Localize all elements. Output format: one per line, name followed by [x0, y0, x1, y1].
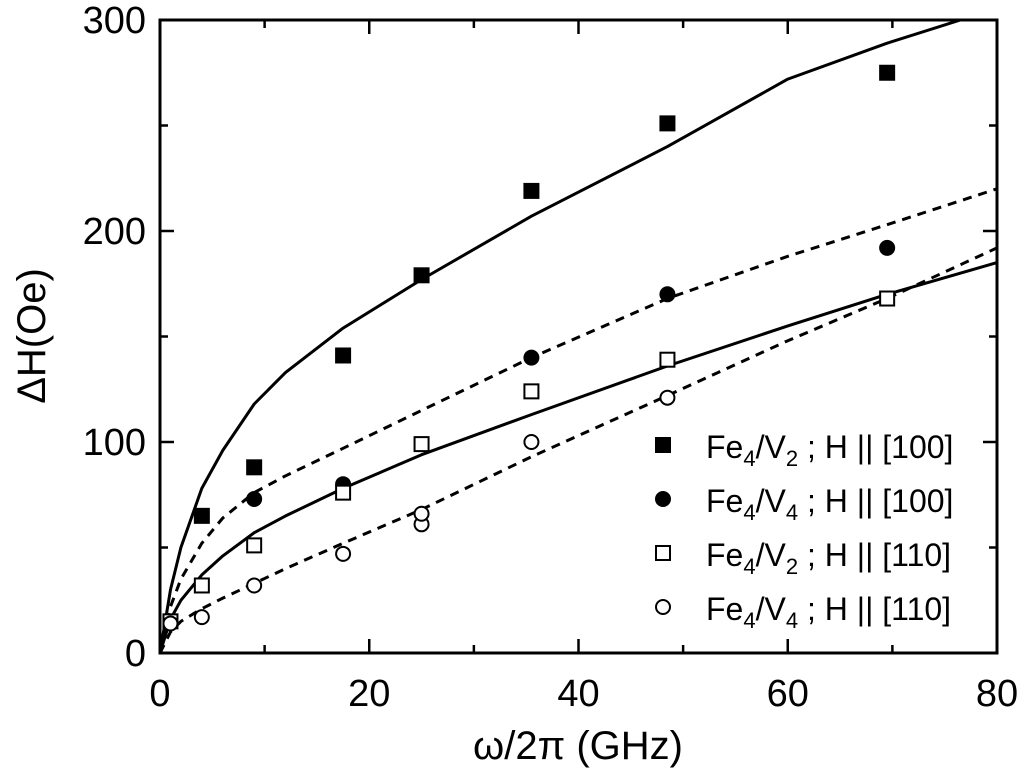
legend-text-part: ; H || [100] — [798, 429, 953, 465]
legend-text-part: Fe — [706, 429, 743, 465]
data-point-series-2 — [523, 349, 540, 366]
legend-label-1: Fe4/V2 ; H || [100] — [706, 429, 953, 471]
legend-marker-2 — [655, 491, 671, 507]
data-point-series-1 — [335, 347, 352, 364]
fit-line-series-1 — [160, 20, 961, 653]
legend-subscript: 2 — [786, 446, 798, 471]
legend-text-part: ; H || [110] — [798, 537, 951, 573]
data-point-series-1 — [879, 64, 896, 81]
legend-subscript: 4 — [743, 554, 755, 579]
legend-subscript: 4 — [743, 500, 755, 525]
fit-lines — [160, 20, 997, 653]
legend-marker-4 — [655, 599, 671, 615]
fit-line-series-2 — [160, 187, 997, 653]
fit-line-series-3 — [160, 261, 997, 653]
data-point-series-4 — [193, 609, 210, 626]
data-point-series-4 — [162, 615, 179, 632]
legend-subscript: 4 — [786, 608, 798, 633]
data-markers — [162, 64, 896, 632]
legend-text-part: Fe — [706, 537, 743, 573]
legend-label-4: Fe4/V4 ; H || [110] — [706, 591, 951, 633]
legend-marker-3 — [655, 545, 671, 561]
x-tick-label: 80 — [976, 673, 1018, 715]
data-point-series-1 — [413, 267, 430, 284]
data-point-series-2 — [879, 239, 896, 256]
data-point-series-4 — [246, 577, 263, 594]
legend: Fe4/V2 ; H || [100]Fe4/V4 ; H || [100]Fe… — [655, 429, 953, 633]
data-point-series-3 — [246, 537, 263, 554]
legend-subscript: 4 — [786, 500, 798, 525]
x-axis-label: ω/2π (GHz) — [473, 724, 683, 768]
data-point-series-4 — [659, 389, 676, 406]
data-point-series-3 — [413, 436, 430, 453]
x-tick-label: 0 — [149, 673, 170, 715]
legend-marker-1 — [655, 437, 671, 453]
data-point-series-3 — [879, 290, 896, 307]
x-tick-label: 20 — [348, 673, 390, 715]
y-tick-label: 100 — [83, 422, 146, 464]
y-tick-label: 200 — [83, 211, 146, 253]
legend-text-part: /V — [756, 591, 787, 627]
data-point-series-1 — [193, 507, 210, 524]
x-tick-label: 60 — [767, 673, 809, 715]
legend-label-3: Fe4/V2 ; H || [110] — [706, 537, 951, 579]
data-point-series-3 — [335, 484, 352, 501]
data-point-series-3 — [659, 351, 676, 368]
legend-text-part: /V — [756, 429, 787, 465]
y-tick-label: 0 — [125, 633, 146, 675]
data-point-series-1 — [659, 115, 676, 132]
axes: 0 20 40 60 80 0 100 200 300 — [83, 0, 1019, 715]
data-point-series-3 — [523, 383, 540, 400]
legend-subscript: 4 — [743, 446, 755, 471]
legend-text-part: /V — [756, 483, 787, 519]
y-axis-label: ΔH(Oe) — [10, 268, 54, 404]
legend-text-part: /V — [756, 537, 787, 573]
x-tick-label: 40 — [557, 673, 599, 715]
data-point-series-4 — [413, 505, 430, 522]
data-point-series-2 — [246, 490, 263, 507]
data-point-series-1 — [246, 459, 263, 476]
data-point-series-3 — [193, 577, 210, 594]
legend-text-part: Fe — [706, 483, 743, 519]
data-point-series-2 — [659, 286, 676, 303]
data-point-series-4 — [335, 545, 352, 562]
data-point-series-1 — [523, 182, 540, 199]
data-point-series-4 — [523, 434, 540, 450]
legend-text-part: ; H || [100] — [798, 483, 953, 519]
y-tick-label: 300 — [83, 0, 146, 42]
legend-subscript: 2 — [786, 554, 798, 579]
legend-text-part: ; H || [110] — [798, 591, 951, 627]
legend-text-part: Fe — [706, 591, 743, 627]
legend-subscript: 4 — [743, 608, 755, 633]
legend-label-2: Fe4/V4 ; H || [100] — [706, 483, 953, 525]
